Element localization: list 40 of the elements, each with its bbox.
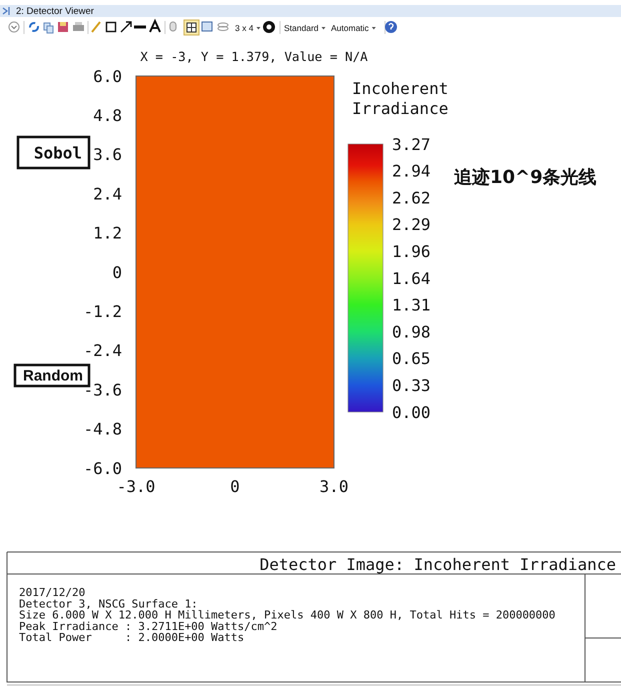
color-bar-label: 2.29 bbox=[392, 215, 431, 234]
text: Detector Image: Incoherent Irradiance bbox=[260, 555, 616, 574]
color-bar-label: 0.33 bbox=[392, 376, 431, 395]
text: Sobol bbox=[34, 144, 82, 162]
y-tick-label: -2.4 bbox=[83, 341, 122, 360]
text: Detector 3, NSCG Surface 1: bbox=[19, 597, 198, 610]
y-tick-label: -3.6 bbox=[83, 380, 122, 400]
y-tick-label: 0 bbox=[112, 262, 122, 282]
y-tick-label: 2.4 bbox=[93, 184, 122, 204]
y-tick-label: 6.0 bbox=[93, 66, 122, 86]
color-bar-label: 0.00 bbox=[392, 402, 431, 422]
color-bar-label: 1.31 bbox=[392, 296, 431, 315]
color-bar-label: 0.65 bbox=[392, 349, 431, 368]
color-bar-label: 1.96 bbox=[392, 242, 431, 261]
color-bar-label: 3.27 bbox=[392, 134, 431, 154]
x-tick-label: 0 bbox=[230, 477, 240, 496]
x-tick-label: -3.0 bbox=[116, 477, 156, 496]
text: 2017/12/20 bbox=[19, 586, 86, 599]
x-tick-label: 3.0 bbox=[320, 477, 348, 496]
color-bar-title: Incoherent Irradiance bbox=[352, 79, 448, 118]
text: Standard bbox=[284, 23, 319, 33]
color-bar-label: 2.94 bbox=[392, 162, 431, 181]
text: Total Power : 2.0000E+00 Watts bbox=[19, 631, 244, 644]
color-bar-label: 2.62 bbox=[392, 188, 431, 208]
text: 3 x 4 bbox=[235, 23, 254, 33]
text: Size 6.000 W X 12.000 H Millimeters, Pixels 400 W X 800 H, Total Hits = 200000000 bbox=[19, 608, 556, 622]
text: 追迹10^9条光线 bbox=[453, 167, 597, 188]
chart-subtitle: X = -3, Y = 1.379, Value = N/A bbox=[140, 49, 368, 64]
color-bar-label: 0.98 bbox=[392, 322, 431, 342]
y-tick-label: -1.2 bbox=[83, 302, 122, 321]
text: Peak Irradiance : 3.2711E+00 Watts/cm^2 bbox=[19, 620, 278, 633]
y-tick-label: 4.8 bbox=[93, 106, 122, 125]
y-tick-label: -6.0 bbox=[83, 458, 122, 478]
y-tick-label: 3.6 bbox=[93, 145, 122, 164]
text: Automatic bbox=[331, 23, 370, 33]
y-tick-label: 1.2 bbox=[93, 224, 122, 243]
color-bar-label: 1.64 bbox=[392, 268, 431, 288]
text: 2: Detector Viewer bbox=[16, 6, 94, 17]
y-tick-label: -4.8 bbox=[83, 420, 122, 439]
text: Random bbox=[23, 368, 83, 384]
